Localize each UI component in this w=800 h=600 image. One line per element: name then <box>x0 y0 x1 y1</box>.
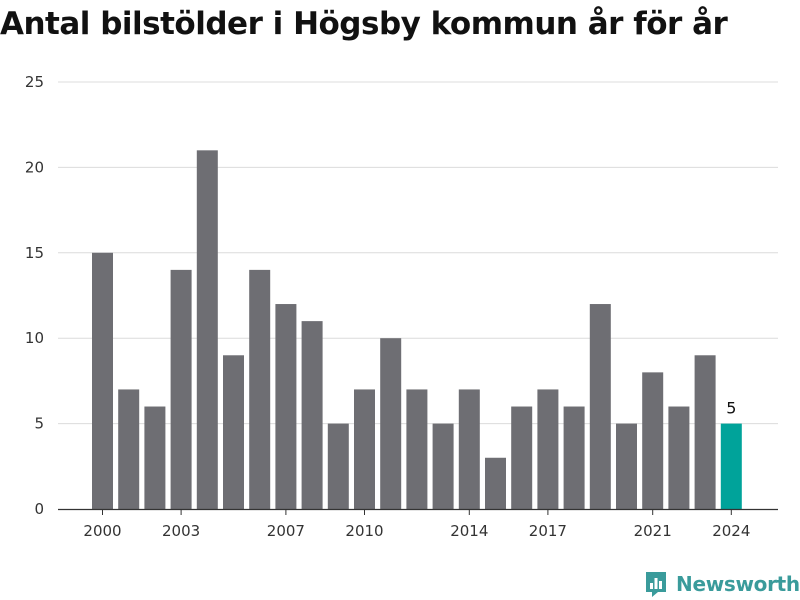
x-tick-label: 2014 <box>450 522 488 540</box>
bar-2016 <box>511 406 533 509</box>
bar-2020 <box>616 423 637 509</box>
y-axis: 0 5 10 15 20 25 <box>25 73 44 518</box>
x-tick-label: 2007 <box>267 522 305 540</box>
x-tick-label: 2017 <box>529 522 567 540</box>
x-tick-label: 2003 <box>162 522 200 540</box>
x-tick-label: 2024 <box>712 522 750 540</box>
bar-2009 <box>327 423 349 509</box>
bar-2001 <box>118 389 140 509</box>
bar-2008 <box>301 321 323 509</box>
y-tick-label: 0 <box>34 500 44 518</box>
bars <box>92 150 742 510</box>
y-tick-label: 20 <box>25 158 44 176</box>
x-axis: 2000 2003 2007 2010 2014 2017 2021 2024 <box>58 508 778 540</box>
bar-2021 <box>642 372 664 509</box>
bar-2014 <box>458 389 480 509</box>
newsworthy-logo-icon <box>646 572 666 597</box>
bar-2022 <box>668 406 690 509</box>
bar-2010 <box>354 389 375 509</box>
y-tick-label: 15 <box>25 244 44 262</box>
bar-2013 <box>432 423 454 509</box>
data-labels: 5 <box>726 399 736 418</box>
bar-2018 <box>563 406 585 509</box>
y-tick-label: 10 <box>25 329 44 347</box>
x-tick-label: 2000 <box>83 522 121 540</box>
bar-2012 <box>406 389 428 509</box>
y-tick-label: 25 <box>25 73 44 91</box>
bar-2023 <box>694 355 716 509</box>
bar-2017 <box>537 389 559 509</box>
y-tick-label: 5 <box>34 415 44 433</box>
chart-title: Antal bilstölder i Högsby kommun år för … <box>0 6 728 42</box>
x-tick-label: 2010 <box>345 522 383 540</box>
data-label-2024: 5 <box>726 399 736 418</box>
x-tick-label: 2021 <box>634 522 672 540</box>
gridlines <box>58 81 778 425</box>
bar-2006 <box>249 269 271 509</box>
bar-2015 <box>485 457 506 509</box>
bar-2000 <box>92 252 113 510</box>
bar-2002 <box>144 406 166 509</box>
bar-2007 <box>275 304 297 509</box>
bar-2019 <box>589 304 611 509</box>
bar-2003 <box>170 269 192 509</box>
brand-logo: Newsworthy <box>644 568 800 600</box>
bar-2004 <box>196 150 218 509</box>
bar-2005 <box>223 355 244 509</box>
brand-name: Newsworthy <box>676 572 800 596</box>
bar-2024 <box>720 423 742 509</box>
bar-2011 <box>380 338 402 509</box>
